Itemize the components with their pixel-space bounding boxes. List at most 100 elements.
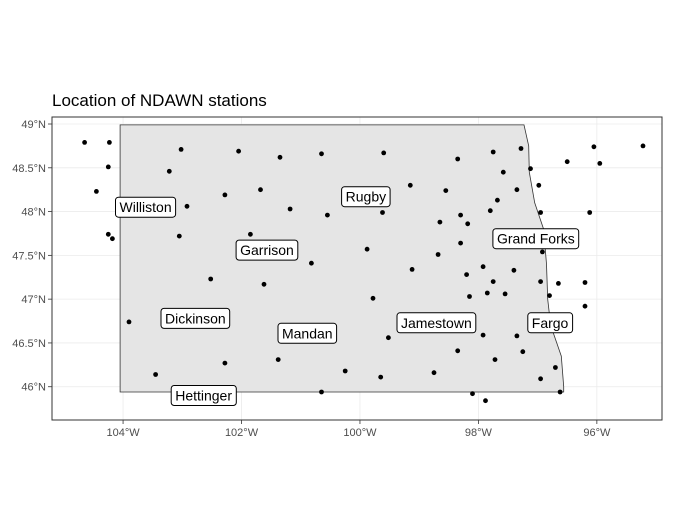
station-point (409, 267, 415, 272)
city-label: Hettinger (170, 385, 237, 406)
station-point (178, 147, 184, 152)
station-point (553, 365, 558, 370)
station-point (105, 231, 111, 237)
station-point (380, 210, 385, 215)
station-point (435, 252, 441, 257)
station-point (248, 231, 253, 237)
station-point (487, 208, 493, 214)
station-point (514, 187, 520, 193)
station-point (236, 148, 242, 154)
y-tick-label: 47°N (21, 294, 46, 306)
north-dakota-outline (119, 124, 565, 393)
city-label-text: Grand Forks (497, 231, 575, 247)
city-label-box (396, 312, 477, 334)
station-point (455, 348, 461, 354)
station-point (520, 349, 526, 355)
station-point (309, 260, 314, 266)
station-point (458, 212, 463, 218)
station-point (564, 159, 570, 165)
station-point (325, 212, 330, 218)
city-label: Dickinson (160, 307, 231, 329)
city-label-box (115, 196, 177, 218)
station-point (587, 210, 593, 215)
station-point (492, 357, 498, 362)
city-label-text: Mandan (282, 325, 333, 341)
station-point (381, 150, 387, 156)
station-point (105, 164, 111, 170)
station-point (94, 189, 99, 194)
station-point (538, 279, 543, 284)
map-title: Location of NDAWN stations (52, 91, 267, 110)
station-point (370, 295, 376, 301)
x-tick-label: 98°W (465, 427, 493, 439)
x-axis: 104°W 102°W 100°W 98°W 96°W (106, 420, 611, 439)
city-label-box (170, 385, 237, 406)
x-tick-label: 96°W (583, 427, 611, 439)
station-point (126, 319, 132, 325)
station-point (480, 264, 486, 270)
city-label: Jamestown (396, 312, 477, 334)
station-point (82, 140, 87, 145)
panel-border (51, 116, 663, 421)
station-point (557, 389, 563, 395)
city-label-box (277, 322, 338, 344)
station-point (258, 187, 263, 193)
station-point (536, 182, 542, 188)
city-label-text: Hettinger (175, 387, 232, 403)
station-point (319, 389, 324, 395)
city-label-text: Rugby (346, 189, 386, 205)
station-point (640, 143, 646, 149)
city-label: Mandan (277, 322, 338, 344)
city-label-box (341, 186, 391, 208)
city-label-text: Garrison (240, 242, 294, 258)
station-point (275, 357, 281, 362)
station-point (176, 233, 182, 239)
station-point (556, 281, 561, 286)
station-point (184, 203, 190, 209)
station-point (277, 154, 283, 160)
station-point (319, 151, 324, 157)
station-point (484, 290, 490, 296)
station-point (208, 276, 214, 282)
station-point (502, 291, 508, 297)
station-point (107, 140, 112, 145)
station-point (153, 372, 159, 377)
station-points (82, 140, 646, 404)
y-tick-label: 46.5°N (12, 338, 46, 350)
city-label-text: Dickinson (165, 310, 226, 326)
x-tick-label: 100°W (343, 427, 377, 439)
station-point (166, 168, 172, 174)
station-point (490, 279, 496, 284)
station-point (378, 374, 384, 380)
station-point (458, 240, 463, 246)
station-point (480, 332, 486, 338)
y-axis: 49°N 48.5°N 48°N 47.5°N 47°N 46.5°N 46°N (12, 119, 52, 394)
x-tick-label: 104°W (106, 427, 140, 439)
city-label-text: Fargo (532, 315, 569, 331)
station-point (431, 370, 437, 376)
station-point (465, 221, 471, 227)
station-point (483, 398, 488, 404)
station-point (464, 272, 469, 277)
city-label-box (235, 239, 299, 261)
city-label-text: Jamestown (401, 315, 472, 331)
station-point (518, 146, 524, 151)
station-point (386, 335, 391, 341)
y-tick-label: 48°N (21, 207, 46, 219)
station-point (495, 197, 500, 203)
station-point (287, 206, 293, 212)
station-point (437, 219, 443, 225)
city-label-text: Williston (120, 199, 172, 215)
station-point (261, 281, 267, 287)
station-point (407, 182, 413, 188)
city-label: Rugby (341, 186, 391, 208)
station-point (547, 293, 552, 298)
x-tick-label: 102°W (225, 427, 259, 439)
city-label-box (527, 312, 574, 334)
station-point (467, 294, 472, 299)
city-label-box (492, 228, 580, 250)
station-point (538, 210, 543, 215)
station-point (591, 144, 597, 150)
city-label: Fargo (527, 312, 574, 334)
